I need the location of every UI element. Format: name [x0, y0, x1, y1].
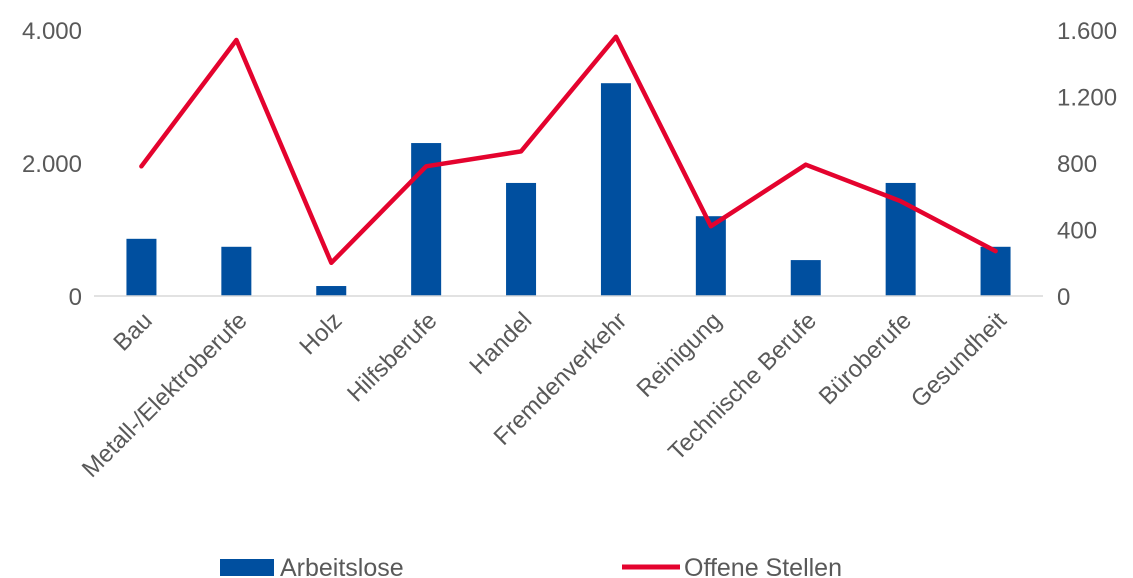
category-label: Büroberufe	[814, 307, 917, 410]
legend-label-arbeitslose: Arbeitslose	[280, 554, 404, 578]
category-label: Hilfsberufe	[342, 307, 442, 407]
bar-series-arbeitslose	[126, 83, 1011, 296]
bar	[600, 83, 631, 296]
bar	[506, 182, 537, 296]
legend-swatch-arbeitslose	[220, 559, 274, 576]
right-tick-label: 0	[1057, 284, 1070, 311]
right-axis-ticks: 0 400 800 1.200 1.600	[1057, 18, 1117, 311]
bar	[221, 246, 252, 296]
category-label: Metall-/Elektroberufe	[77, 307, 253, 483]
right-tick-label: 1.200	[1057, 85, 1117, 112]
category-label: Reinigung	[632, 307, 728, 403]
right-tick-label: 400	[1057, 218, 1097, 245]
left-tick-label: 0	[69, 284, 82, 311]
legend: Arbeitslose Offene Stellen	[220, 554, 842, 578]
category-label: Gesundheit	[906, 307, 1012, 413]
left-tick-label: 4.000	[22, 18, 82, 45]
left-tick-label: 2.000	[22, 151, 82, 178]
bar	[316, 286, 347, 296]
legend-label-offene-stellen: Offene Stellen	[684, 554, 842, 578]
category-label: Holz	[294, 307, 347, 360]
bar	[790, 260, 821, 296]
category-label: Bau	[108, 307, 157, 356]
category-label: Handel	[464, 307, 537, 380]
line-series-offene-stellen	[139, 34, 998, 266]
left-axis-ticks: 0 2.000 4.000	[22, 18, 82, 311]
bar	[980, 246, 1011, 296]
right-tick-label: 800	[1057, 151, 1097, 178]
bar	[126, 238, 157, 296]
series-line	[139, 34, 998, 266]
right-tick-label: 1.600	[1057, 18, 1117, 45]
bar	[695, 216, 726, 296]
